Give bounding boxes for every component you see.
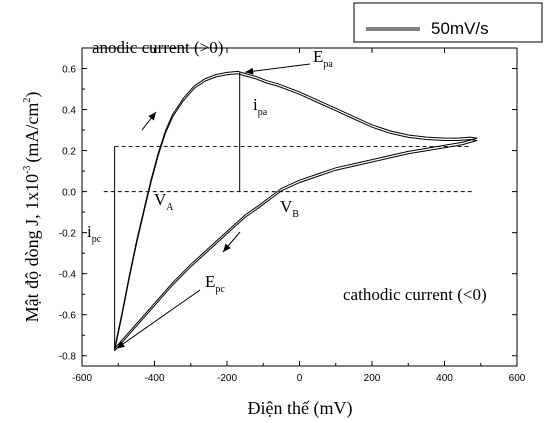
annotation-arrows (116, 63, 311, 349)
epa-pointer-arrow (245, 63, 311, 73)
x-tick-label: -200 (217, 373, 237, 384)
y-tick-label: -0.4 (59, 270, 77, 281)
y-tick-label: 0.6 (62, 65, 76, 76)
y-axis-title-exponent: -3 (22, 166, 33, 174)
anodic-sweep-curve (114, 70, 478, 349)
ipc-main: i (87, 222, 92, 241)
epc-sub: pc (215, 284, 225, 295)
cathodic-direction-arrow-head (223, 243, 231, 252)
ipc-sub: pc (92, 234, 102, 245)
epc-main: E (205, 272, 215, 291)
ipc-label: ipc (87, 222, 102, 245)
epc-label: Epc (205, 272, 225, 295)
ipa-sub: pa (258, 107, 268, 118)
y-axis-title-unit: (mA/cm (22, 103, 43, 163)
x-tick-label: 200 (364, 373, 381, 384)
x-axis-title: Điện thế (mV) (248, 398, 353, 419)
cathodic-sweep-curve (114, 137, 478, 349)
x-tick-label: 400 (436, 373, 453, 384)
cathodic-current-label: cathodic current (<0) (343, 285, 487, 304)
legend-box (353, 2, 543, 43)
y-axis-ticks: 0.6 0.4 0.2 0.0 -0.2 -0.4 -0.6 -0.8 (59, 65, 517, 363)
epa-label: Epa (313, 47, 333, 70)
y-tick-label: -0.8 (59, 352, 77, 363)
x-tick-label: 0 (297, 373, 303, 384)
va-sub: A (166, 202, 174, 213)
x-tick-label: 600 (509, 373, 526, 384)
x-axis-ticks: -600 -400 -200 0 200 400 600 (72, 48, 526, 384)
anodic-sweep-curve (114, 73, 478, 351)
vb-label: VB (280, 197, 299, 220)
vb-sub: B (292, 209, 299, 220)
data-curves (114, 70, 478, 352)
y-axis-title-unit-exponent: 2 (22, 98, 33, 103)
y-axis-title: Mật độ dòng J, 1x10-3 (mA/cm2) (22, 92, 43, 323)
reference-lines (103, 72, 474, 350)
cathodic-sweep-curve (114, 140, 478, 352)
plot-frame (81, 47, 518, 367)
epa-sub: pa (323, 59, 333, 70)
epc-pointer-arrow-head (116, 341, 125, 349)
anodic-current-label: anodic current (>0) (92, 38, 223, 57)
va-main: V (154, 190, 167, 209)
ipa-main: i (253, 95, 258, 114)
x-tick-label: -600 (72, 373, 92, 384)
epa-pointer-arrow-head (245, 67, 254, 75)
x-tick-label: -400 (144, 373, 164, 384)
legend-label: 50mV/s (431, 19, 489, 38)
epa-main: E (313, 47, 323, 66)
y-tick-label: -0.6 (59, 311, 77, 322)
ipa-label: ipa (253, 95, 268, 118)
y-axis-title-main: Mật độ dòng J, 1x10 (22, 174, 42, 323)
vb-main: V (280, 197, 293, 216)
y-axis-title-close: ) (22, 92, 43, 98)
y-tick-label: 0.0 (62, 188, 76, 199)
va-label: VA (154, 190, 174, 213)
y-tick-label: 0.4 (62, 106, 76, 117)
anodic-direction-arrow-head (148, 112, 156, 121)
y-tick-label: 0.2 (62, 147, 76, 158)
epc-pointer-arrow (116, 289, 201, 349)
y-tick-label: -0.2 (59, 229, 77, 240)
